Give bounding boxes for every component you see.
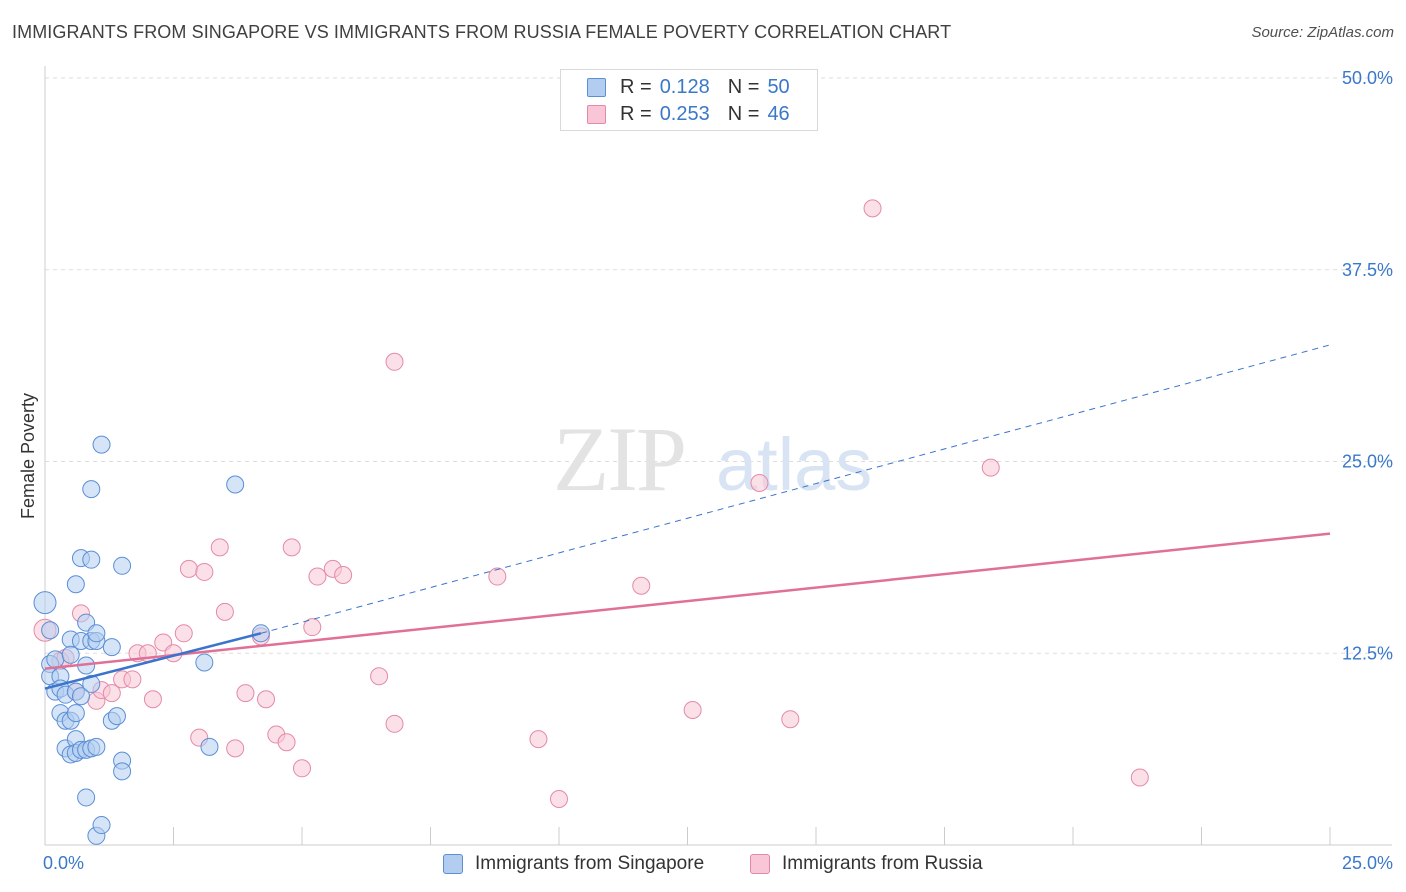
y-tick-label: 37.5%	[1342, 260, 1393, 280]
legend-stats-row-russia: R = 0.253 N = 46	[587, 102, 790, 126]
singapore-swatch	[443, 854, 463, 874]
russia-point	[981, 458, 1000, 477]
singapore-trend-extension	[260, 344, 1331, 634]
singapore-point	[87, 624, 106, 643]
russia-point	[174, 624, 193, 643]
y-tick-label: 50.0%	[1342, 68, 1393, 88]
singapore-swatch	[587, 77, 606, 97]
russia-point	[236, 684, 255, 703]
russia-point	[385, 714, 404, 733]
russia-point	[282, 538, 301, 557]
russia-point	[210, 538, 229, 557]
singapore-point	[77, 788, 96, 807]
russia-point	[215, 602, 234, 621]
singapore-point	[200, 737, 219, 756]
r-label: R =	[620, 75, 652, 98]
y-tick-labels: 12.5% 25.0% 37.5% 50.0%	[1342, 68, 1393, 663]
russia-point	[303, 618, 322, 637]
singapore-point	[82, 480, 101, 499]
russia-point	[308, 567, 327, 586]
russia-point	[750, 473, 769, 492]
russia-point	[123, 670, 142, 689]
russia-swatch	[750, 854, 770, 874]
russia-point	[257, 690, 276, 709]
russia-point	[385, 352, 404, 371]
legend-label-singapore: Immigrants from Singapore	[475, 853, 705, 874]
n-value: 50	[767, 75, 790, 98]
singapore-point	[107, 707, 126, 726]
singapore-point	[66, 575, 85, 594]
n-label: N =	[727, 102, 760, 125]
russia-point	[179, 559, 198, 578]
singapore-point	[102, 638, 121, 657]
singapore-point	[61, 645, 80, 664]
chart-title: IMMIGRANTS FROM SINGAPORE VS IMMIGRANTS …	[12, 22, 952, 42]
legend-item-singapore[interactable]: Immigrants from Singapore	[443, 851, 704, 877]
r-value: 0.128	[659, 75, 710, 98]
russia-point	[334, 566, 353, 585]
russia-point	[143, 690, 162, 709]
singapore-point	[226, 475, 245, 494]
russia-point	[863, 199, 882, 218]
source-label: Source: ZipAtlas.com	[1251, 24, 1394, 41]
watermark-atlas: atlas	[716, 423, 872, 506]
russia-point	[488, 567, 507, 586]
legend-item-russia[interactable]: Immigrants from Russia	[750, 851, 983, 877]
russia-point	[195, 562, 214, 581]
russia-point	[293, 759, 311, 778]
trendlines	[44, 344, 1331, 690]
watermark: ZIP atlas	[553, 408, 872, 510]
singapore-point	[46, 650, 65, 669]
singapore-point	[87, 737, 106, 756]
russia-point	[781, 710, 800, 729]
y-axis-label: Female Poverty	[18, 393, 38, 519]
russia-point	[226, 739, 245, 758]
russia-point	[529, 730, 548, 749]
singapore-point	[113, 762, 132, 781]
russia-point	[277, 733, 296, 752]
russia-point	[550, 789, 568, 808]
singapore-point	[71, 687, 90, 706]
singapore-point	[66, 704, 85, 723]
russia-point	[683, 701, 702, 720]
russia-point	[632, 576, 651, 595]
legend-stats-row-singapore: R = 0.128 N = 50	[587, 75, 790, 99]
russia-trend-line	[44, 532, 1331, 670]
legend-label-russia: Immigrants from Russia	[782, 853, 983, 874]
russia-point	[1130, 768, 1149, 787]
gridlines	[45, 77, 1392, 654]
axes	[44, 66, 1392, 846]
legend-stats: R = 0.128 N = 50 R = 0.253 N = 46	[560, 69, 818, 131]
n-label: N =	[727, 75, 760, 98]
singapore-point	[82, 550, 101, 569]
russia-swatch	[587, 104, 606, 124]
russia-point	[370, 667, 389, 686]
singapore-points	[33, 435, 270, 845]
singapore-point	[113, 556, 132, 575]
r-value: 0.253	[659, 102, 710, 125]
singapore-point	[92, 435, 111, 454]
singapore-point	[41, 621, 60, 640]
x-tick-label: 25.0%	[1342, 853, 1393, 873]
singapore-point	[195, 653, 214, 672]
singapore-point	[92, 816, 111, 835]
y-tick-label: 25.0%	[1342, 452, 1393, 472]
n-value: 46	[767, 102, 790, 125]
x-tick-label: 0.0%	[43, 853, 84, 873]
y-tick-label: 12.5%	[1342, 643, 1393, 663]
r-label: R =	[620, 102, 652, 125]
x-tick-labels: 0.0% 25.0%	[43, 853, 1393, 873]
watermark-zip: ZIP	[553, 408, 685, 510]
russia-point	[102, 684, 121, 703]
singapore-trend-line	[44, 632, 262, 690]
singapore-point	[33, 591, 57, 615]
